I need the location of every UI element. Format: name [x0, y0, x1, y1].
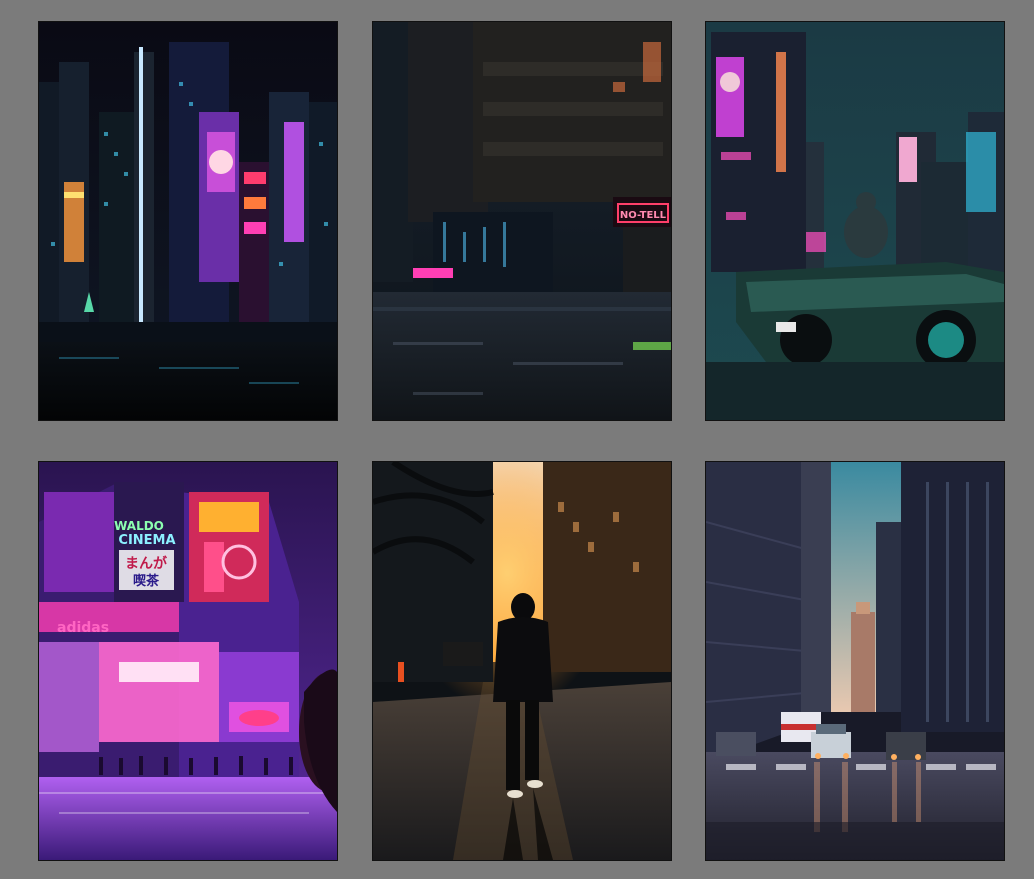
city-street-canyon-image	[706, 462, 1004, 860]
gallery-image-rainy-street[interactable]: NO-TELL	[372, 21, 672, 421]
gallery-image-night-city-skyline[interactable]	[38, 21, 338, 421]
cafe-sign: 喫茶	[133, 573, 160, 589]
hooded-walker-image	[373, 462, 671, 860]
manga-sign: まんが	[125, 555, 168, 572]
neon-sign-text: NO-TELL	[620, 210, 667, 221]
waldo-sign: WALDO	[114, 519, 164, 533]
rainy-street-image: NO-TELL	[373, 22, 671, 420]
gallery-image-city-street-canyon[interactable]	[705, 461, 1005, 861]
neon-cinema-image: WALDO CINEMA まんが 喫茶 adidas	[39, 462, 337, 860]
gallery-image-neon-cinema[interactable]: WALDO CINEMA まんが 喫茶 adidas	[38, 461, 338, 861]
gallery-image-man-with-car[interactable]	[705, 21, 1005, 421]
man-with-car-image	[706, 22, 1004, 420]
cinema-sign: CINEMA	[118, 533, 175, 548]
gallery-image-hooded-walker[interactable]	[372, 461, 672, 861]
night-city-skyline-image	[39, 22, 337, 420]
